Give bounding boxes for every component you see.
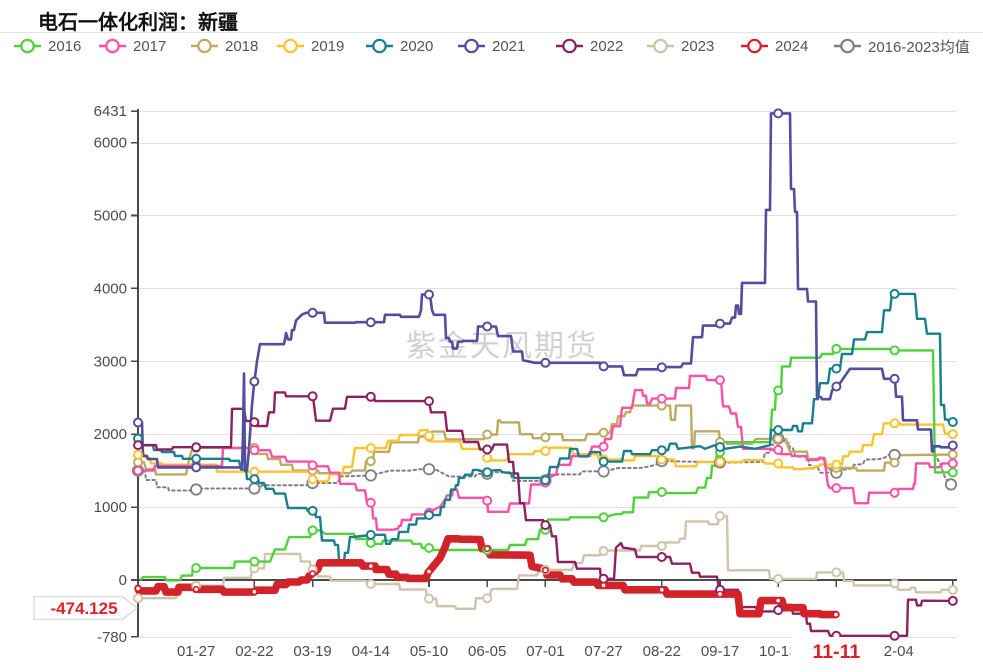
- svg-text:07-01: 07-01: [526, 643, 564, 660]
- svg-text:0: 0: [119, 572, 127, 589]
- svg-text:-780: -780: [97, 629, 127, 646]
- svg-text:08-22: 08-22: [643, 643, 681, 660]
- svg-text:5000: 5000: [94, 208, 127, 225]
- svg-text:09-17: 09-17: [701, 643, 739, 660]
- svg-text:06-05: 06-05: [468, 643, 506, 660]
- svg-text:01-27: 01-27: [177, 643, 215, 660]
- svg-text:07-27: 07-27: [584, 643, 622, 660]
- svg-text:04-14: 04-14: [352, 643, 390, 660]
- svg-text:05-10: 05-10: [410, 643, 448, 660]
- svg-text:6431: 6431: [94, 103, 127, 120]
- svg-text:11-11: 11-11: [813, 641, 861, 663]
- svg-text:4000: 4000: [94, 280, 127, 297]
- svg-text:10-13: 10-13: [759, 643, 797, 660]
- svg-text:1000: 1000: [94, 499, 127, 516]
- svg-text:02-22: 02-22: [235, 643, 273, 660]
- svg-text:6000: 6000: [94, 135, 127, 152]
- svg-text:2000: 2000: [94, 426, 127, 443]
- svg-text:3000: 3000: [94, 353, 127, 370]
- svg-text:03-19: 03-19: [293, 643, 331, 660]
- svg-text:-474.125: -474.125: [50, 599, 117, 618]
- svg-text:12-04: 12-04: [875, 643, 913, 660]
